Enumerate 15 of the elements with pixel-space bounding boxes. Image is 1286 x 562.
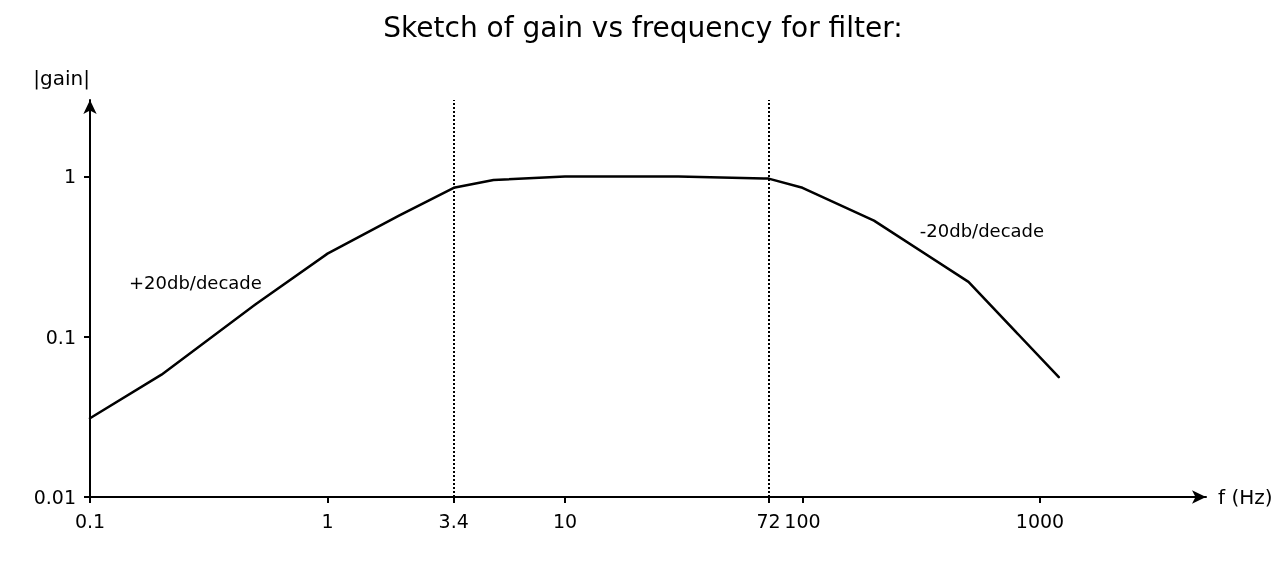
chart-title: Sketch of gain vs frequency for filter: [383, 10, 903, 44]
x-tick-label: 1 [321, 509, 334, 532]
y-tick-label: 0.1 [45, 325, 76, 348]
x-tick-label: 3.4 [438, 509, 469, 532]
annotation: +20db/decade [128, 272, 262, 294]
x-tick-label: 100 [784, 509, 821, 532]
x-tick-label: 1000 [1015, 509, 1065, 532]
annotation: -20db/decade [919, 220, 1045, 242]
x-tick-label: 72 [756, 509, 781, 532]
y-tick-label: 1 [63, 165, 76, 188]
x-axis-title: f (Hz) [1218, 485, 1273, 509]
x-tick-label: 0.1 [74, 509, 106, 532]
x-tick-label: 10 [552, 509, 578, 532]
y-axis-title: |gain| [33, 66, 90, 90]
y-tick-label: 0.01 [33, 486, 76, 508]
